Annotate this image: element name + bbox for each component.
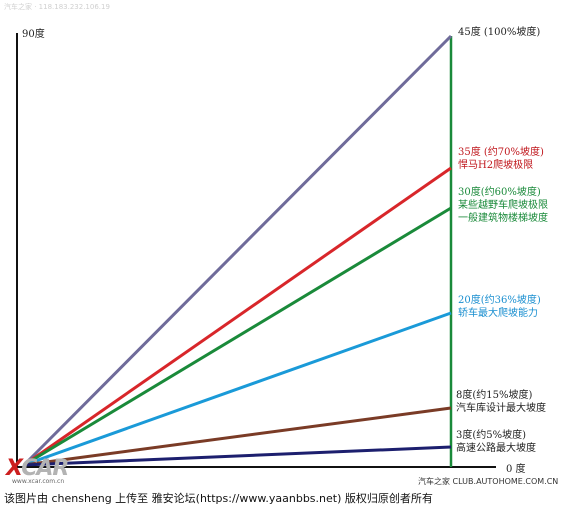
slope-line-35deg <box>23 166 452 467</box>
slope-line-30deg <box>23 206 452 467</box>
label-8deg-line1: 8度(约15%坡度) <box>456 388 532 401</box>
image-caption: 该图片由 chensheng 上传至 雅安论坛(https://www.yaan… <box>0 489 580 509</box>
top-watermark: 汽车之家 · 118.183.232.106.19 <box>4 3 110 11</box>
slope-line-3deg <box>23 445 452 467</box>
label-30deg-line1: 30度(约60%坡度) <box>458 185 541 198</box>
slope-line-8deg <box>23 406 452 467</box>
label-20deg-line1: 20度(约36%坡度) <box>458 293 541 306</box>
label-30deg-line3: 一般建筑物楼梯坡度 <box>458 211 548 224</box>
label-3deg-line2: 高速公路最大坡度 <box>456 441 536 454</box>
label-20deg-line2: 轿车最大爬坡能力 <box>458 306 538 319</box>
autohome-watermark: 汽车之家 CLUB.AUTOHOME.COM.CN <box>418 477 559 486</box>
label-8deg-line2: 汽车库设计最大坡度 <box>456 401 546 414</box>
axis-label-0deg: 0 度 <box>506 462 526 475</box>
label-35deg-line1: 35度 (约70%坡度) <box>458 145 544 158</box>
label-45deg-line1: 45度 (100%坡度) <box>458 25 540 38</box>
xcar-logo-url: www.xcar.com.cn <box>12 478 65 485</box>
label-30deg-line2: 某些越野车爬坡极限 <box>458 198 548 211</box>
xcar-logo: XCAR <box>6 456 69 481</box>
slope-line-45deg <box>22 34 453 467</box>
slope-line-20deg <box>23 311 452 467</box>
label-35deg-line2: 悍马H2爬坡极限 <box>458 158 533 171</box>
label-3deg-line1: 3度(约5%坡度) <box>456 428 526 441</box>
axis-label-90deg: 90度 <box>22 27 45 40</box>
